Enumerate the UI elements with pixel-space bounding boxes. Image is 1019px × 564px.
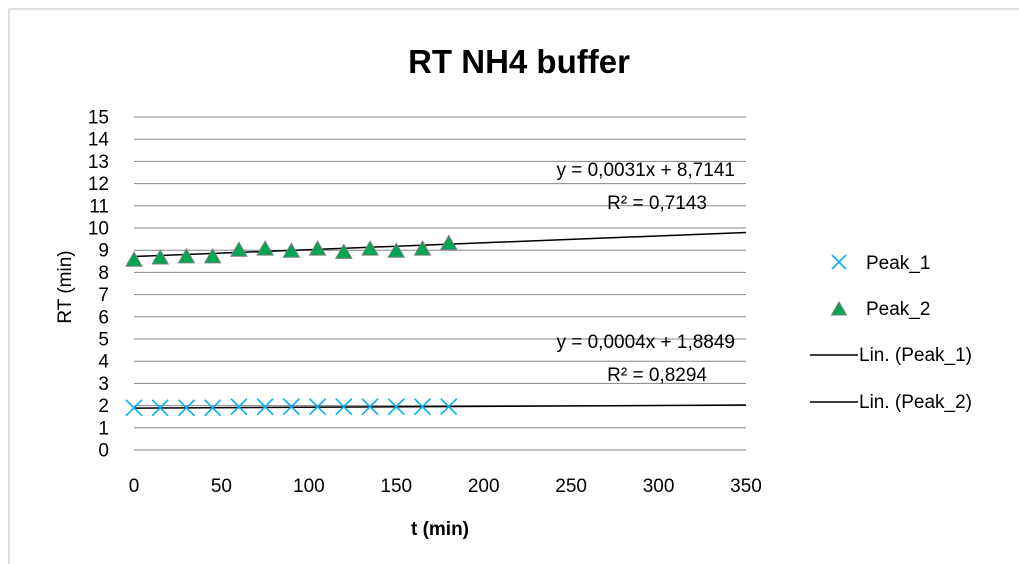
y-tick-label: 5 (98, 330, 109, 351)
chart-title: RT NH4 buffer (408, 43, 630, 80)
x-tick-labels: 0 50 100 150 200 250 300 350 (129, 476, 762, 497)
peak-2-point (334, 243, 353, 259)
x-tick-label: 50 (211, 476, 232, 497)
y-tick-label: 9 (98, 241, 109, 262)
y-tick-label: 4 (98, 352, 109, 373)
peak-1-point (309, 398, 327, 416)
peak-2-point (151, 248, 170, 265)
peak-1-point (125, 399, 143, 417)
x-tick-label: 350 (730, 476, 762, 497)
y-axis-title: RT (min) (55, 250, 76, 323)
trendline-equation-peak-2: y = 0,0031x + 8,7141 (556, 160, 735, 181)
y-tick-label: 8 (98, 263, 109, 284)
peak-2-point (439, 234, 458, 251)
legend-x-marker-icon (831, 254, 847, 270)
legend-label: Lin. (Peak_1) (859, 345, 972, 366)
peak-2-point (361, 240, 379, 256)
x-tick-label: 200 (468, 476, 500, 497)
x-tick-label: 250 (555, 476, 587, 497)
y-tick-label: 0 (98, 441, 109, 462)
legend-item-peak-1: Peak_1 (831, 253, 930, 274)
legend-item-lin-peak-2: Lin. (Peak_2) (810, 392, 972, 413)
y-tick-label: 15 (88, 108, 109, 129)
peak-2-point (413, 240, 432, 256)
y-tick-label: 11 (89, 196, 109, 217)
peak-2-point (282, 242, 301, 258)
trendline-r2-peak-1: R² = 0,8294 (607, 365, 707, 386)
legend-triangle-marker-icon (830, 300, 848, 316)
y-tick-label: 2 (98, 396, 109, 417)
x-axis-title: t (min) (411, 519, 469, 540)
trendline-r2-peak-2: R² = 0,7143 (607, 193, 707, 214)
legend: Peak_1 Peak_2 Lin. (Peak_1) Lin. (Peak_2… (810, 253, 972, 413)
peak-2-point (308, 240, 327, 256)
y-tick-label: 6 (98, 307, 109, 328)
peak-1-point (282, 398, 300, 416)
x-tick-label: 300 (643, 476, 675, 497)
peak-2-point (177, 247, 196, 264)
y-tick-label: 12 (88, 174, 109, 195)
y-tick-label: 1 (98, 418, 109, 439)
peak-1-point (387, 398, 405, 416)
x-tick-label: 0 (129, 476, 140, 497)
peak-1-point (413, 398, 432, 416)
trendline-equation-peak-1: y = 0,0004x + 1,8849 (556, 332, 735, 353)
legend-label: Lin. (Peak_2) (859, 392, 972, 413)
peak-1-point (440, 398, 458, 416)
legend-label: Peak_2 (866, 299, 930, 320)
peak-1-point (256, 398, 274, 416)
y-tick-label: 14 (88, 130, 110, 151)
x-tick-label: 150 (380, 476, 412, 497)
peak-2-point (387, 242, 406, 258)
data-points (125, 234, 458, 417)
y-tick-label: 7 (98, 285, 109, 306)
x-tick-label: 100 (293, 476, 325, 497)
peak-2-point (125, 251, 143, 267)
peak-1-point (361, 398, 379, 416)
peak-1-point (177, 399, 196, 417)
y-tick-label: 3 (98, 374, 109, 395)
legend-label: Peak_1 (866, 253, 930, 274)
peak-2-point (203, 247, 222, 264)
legend-item-peak-2: Peak_2 (830, 299, 930, 320)
trendline (133, 404, 747, 409)
peak-1-point (151, 399, 169, 417)
peak-2-point (230, 241, 248, 257)
peak-2-point (256, 240, 275, 256)
y-tick-label: 10 (88, 219, 109, 240)
chart-area-border (8, 8, 1019, 564)
peak-1-point (230, 398, 248, 416)
legend-item-lin-peak-1: Lin. (Peak_1) (810, 345, 972, 366)
peak-1-point (204, 399, 222, 417)
y-tick-label: 13 (88, 152, 109, 173)
peak-1-point (335, 398, 353, 416)
